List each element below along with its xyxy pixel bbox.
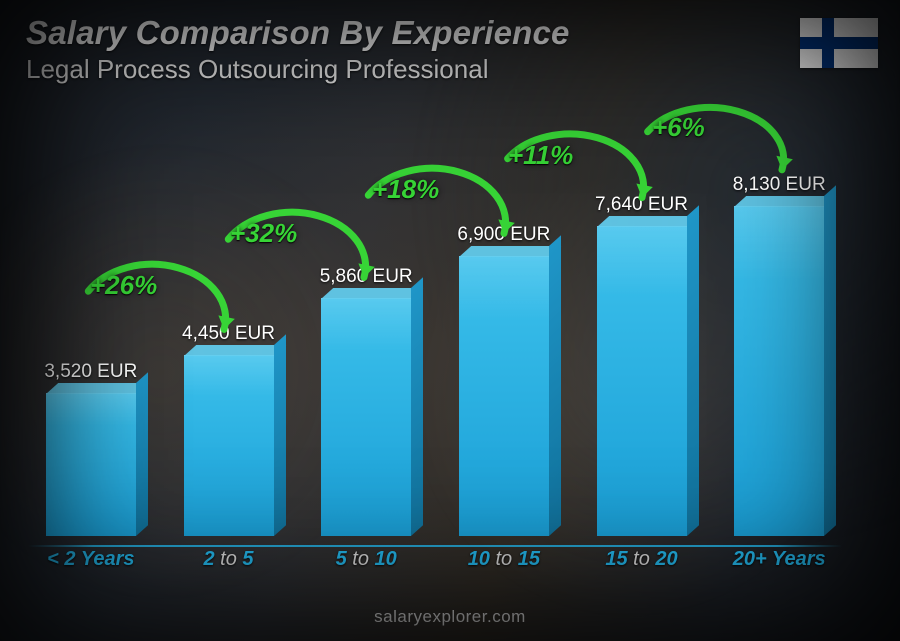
bar bbox=[734, 206, 824, 536]
bar-value-label: 5,860 EUR bbox=[320, 266, 413, 288]
bar-wrap bbox=[305, 298, 427, 536]
bar-x-label: < 2 Years bbox=[47, 548, 134, 571]
bar-column: 3,520 EUR < 2 Years bbox=[30, 361, 152, 571]
bar-wrap bbox=[718, 206, 840, 536]
bar-value-label: 6,900 EUR bbox=[457, 224, 550, 246]
bar bbox=[597, 226, 687, 536]
bar-chart: 3,520 EUR < 2 Years 4,450 EUR 2 to 5 5,860 E… bbox=[30, 100, 840, 571]
chart-subtitle: Legal Process Outsourcing Professional bbox=[26, 54, 488, 85]
source-footer: salaryexplorer.com bbox=[0, 607, 900, 627]
bar-wrap bbox=[168, 355, 290, 536]
bar-wrap bbox=[581, 226, 703, 536]
bar bbox=[184, 355, 274, 536]
bar-wrap bbox=[443, 256, 565, 536]
bar-x-label: 2 to 5 bbox=[203, 548, 253, 571]
chart-canvas: Salary Comparison By Experience Legal Pr… bbox=[0, 0, 900, 641]
bar-x-label: 10 to 15 bbox=[468, 548, 540, 571]
bar-column: 6,900 EUR 10 to 15 bbox=[443, 224, 565, 571]
bar-column: 5,860 EUR 5 to 10 bbox=[305, 266, 427, 571]
bar bbox=[459, 256, 549, 536]
bar-x-label: 20+ Years bbox=[733, 548, 826, 571]
bar bbox=[321, 298, 411, 536]
chart-title: Salary Comparison By Experience bbox=[26, 14, 570, 52]
bar-value-label: 4,450 EUR bbox=[182, 323, 275, 345]
bar-wrap bbox=[30, 393, 152, 536]
bar bbox=[46, 393, 136, 536]
bar-column: 7,640 EUR 15 to 20 bbox=[581, 194, 703, 571]
finland-flag-icon bbox=[800, 18, 878, 68]
bar-value-label: 7,640 EUR bbox=[595, 194, 688, 216]
bar-x-label: 5 to 10 bbox=[336, 548, 397, 571]
bar-column: 4,450 EUR 2 to 5 bbox=[168, 323, 290, 571]
chart-baseline bbox=[28, 545, 842, 547]
bar-value-label: 3,520 EUR bbox=[44, 361, 137, 383]
bar-value-label: 8,130 EUR bbox=[733, 174, 826, 196]
bar-column: 8,130 EUR 20+ Years bbox=[718, 174, 840, 571]
bar-x-label: 15 to 20 bbox=[605, 548, 677, 571]
